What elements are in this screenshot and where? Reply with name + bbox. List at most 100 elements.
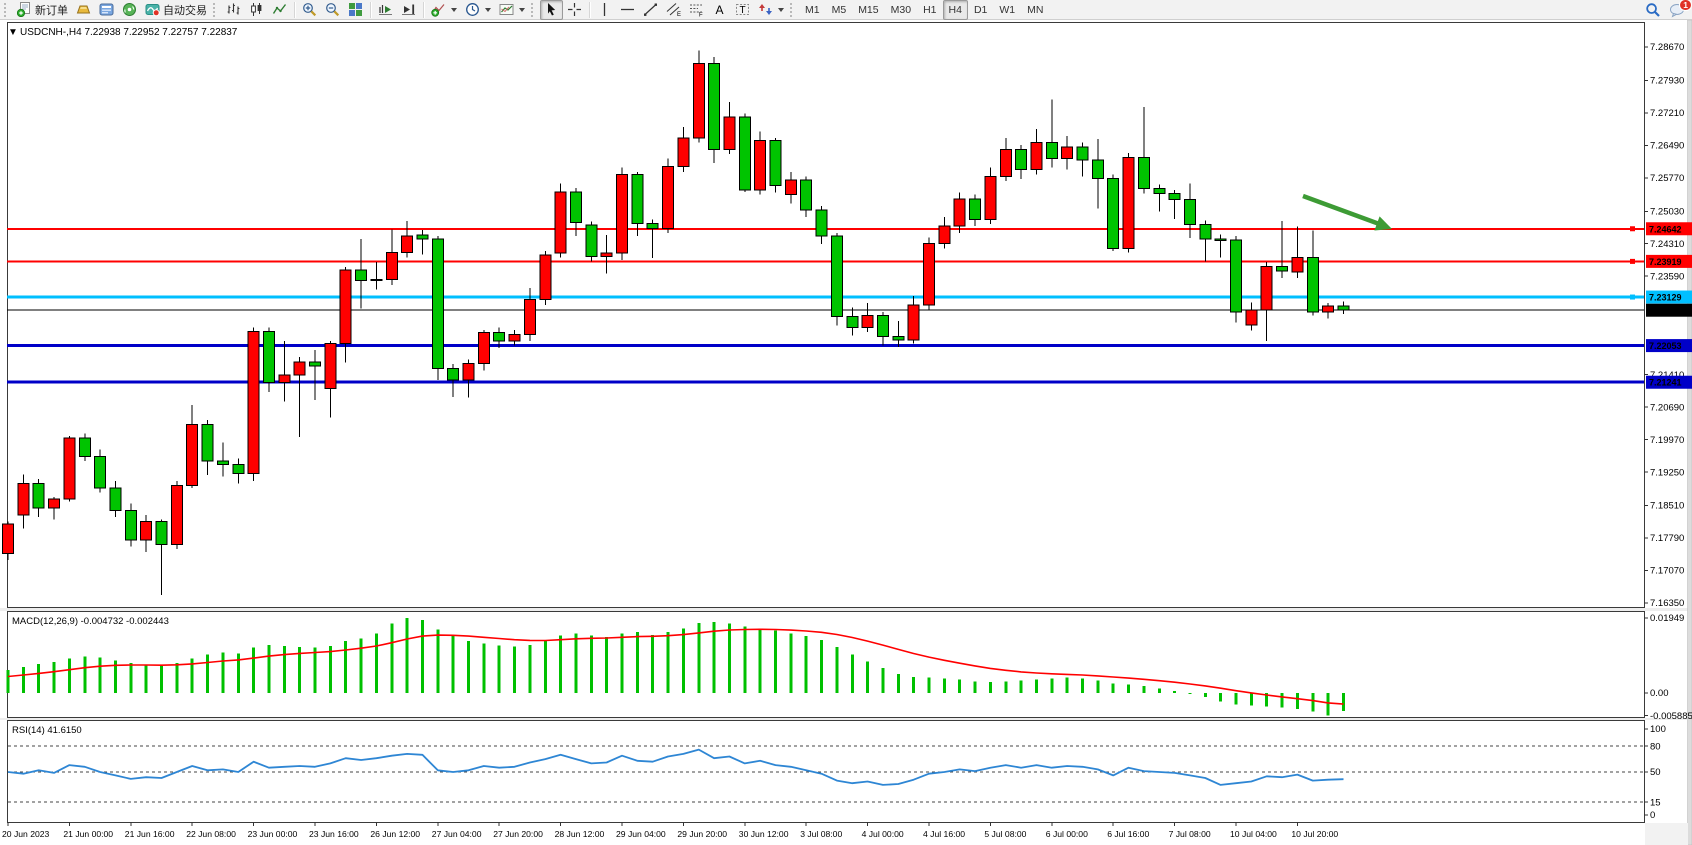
- window-scrollbar[interactable]: [1687, 19, 1692, 845]
- timeframe-w1-button[interactable]: W1: [999, 3, 1016, 16]
- autotrading-button[interactable]: 自动交易: [141, 0, 211, 20]
- candle: [370, 262, 383, 290]
- tile-windows-button[interactable]: [344, 0, 367, 20]
- market-watch-button[interactable]: [72, 0, 95, 20]
- price-tick-label: 7.18510: [1650, 501, 1684, 512]
- channel-tool-button[interactable]: E: [662, 0, 685, 20]
- macd-indicator-label: MACD(12,26,9) -0.004732 -0.002443: [12, 616, 169, 627]
- timeframe-h4-button[interactable]: H4: [942, 0, 968, 20]
- text-icon: A: [712, 2, 727, 17]
- toolbar-grip[interactable]: [531, 2, 536, 17]
- toolbar-grip[interactable]: [790, 2, 795, 17]
- time-axis-label: 4 Jul 00:00: [862, 829, 904, 839]
- data-window-button[interactable]: [95, 0, 118, 20]
- timeframe-mn-button[interactable]: MN: [1027, 3, 1044, 16]
- axis-corner: [1645, 823, 1688, 845]
- hline-anchor[interactable]: [1630, 258, 1635, 264]
- cursor-tool-button[interactable]: [540, 0, 563, 20]
- timeframe-m30-button[interactable]: M30: [890, 3, 912, 16]
- hline-anchor[interactable]: [1630, 226, 1635, 232]
- price-tick-label: 7.27210: [1650, 108, 1684, 119]
- templates-button[interactable]: [495, 0, 529, 20]
- candle: [293, 357, 306, 437]
- candle: [1306, 230, 1319, 316]
- text-tool-button[interactable]: A: [708, 0, 731, 20]
- indicators-icon: [431, 2, 446, 17]
- rsi-axis-label: 100: [1650, 724, 1666, 735]
- candle: [969, 194, 982, 227]
- price-badge-label: 7.24642: [1649, 224, 1682, 234]
- timeframe-m15-button[interactable]: M15: [858, 3, 879, 16]
- time-axis-label: 5 Jul 08:00: [984, 829, 1026, 839]
- indicators-button[interactable]: [427, 0, 461, 20]
- toolbar-grip[interactable]: [4, 2, 9, 17]
- crosshair-icon: [567, 2, 582, 17]
- candle: [631, 171, 644, 237]
- candle: [662, 158, 675, 233]
- chart-shift-button[interactable]: [397, 0, 420, 20]
- time-axis-label: 6 Jul 16:00: [1107, 829, 1149, 839]
- horizontal-line-tool-button[interactable]: [616, 0, 639, 20]
- toolbar-grip[interactable]: [213, 2, 218, 17]
- auto-scroll-button[interactable]: [374, 0, 397, 20]
- candle: [569, 187, 582, 237]
- price-badge: [1646, 222, 1692, 236]
- candle: [186, 404, 199, 488]
- bar-chart-button[interactable]: [222, 0, 245, 20]
- price-tick-label: 7.23590: [1650, 271, 1684, 282]
- templates-dropdown-caret: [519, 7, 525, 12]
- macd-axis-label: 0.00: [1650, 688, 1669, 699]
- price-tick-label: 7.27930: [1650, 76, 1684, 87]
- navigator-button[interactable]: [118, 0, 141, 20]
- label-tool-button[interactable]: T: [731, 0, 754, 20]
- price-badge: [1646, 254, 1692, 268]
- hline-anchor[interactable]: [1630, 294, 1635, 300]
- trendline-tool-button[interactable]: [639, 0, 662, 20]
- chart-title: USDCNH-,H4 7.22938 7.22952 7.22757 7.228…: [20, 27, 238, 38]
- rsi-indicator-label: RSI(14) 41.6150: [12, 725, 82, 736]
- candle: [907, 296, 920, 344]
- zoom-out-button[interactable]: [321, 0, 344, 20]
- pane-splitter[interactable]: [0, 608, 1692, 611]
- price-tick-label: 7.17790: [1650, 533, 1684, 544]
- search-button[interactable]: [1641, 0, 1665, 20]
- time-axis-label: 26 Jun 12:00: [370, 829, 420, 839]
- price-tick-label: 7.21410: [1650, 370, 1684, 381]
- annotation-arrow[interactable]: [1302, 193, 1383, 228]
- zoom-in-button[interactable]: [298, 0, 321, 20]
- candle: [1245, 302, 1258, 331]
- periods-button[interactable]: [461, 0, 495, 20]
- price-tick-label: 7.24310: [1650, 239, 1684, 250]
- symbol-dropdown-icon[interactable]: ▼: [8, 27, 18, 38]
- candle: [846, 307, 859, 336]
- candle: [1091, 139, 1104, 209]
- crosshair-tool-button[interactable]: [563, 0, 586, 20]
- navigator-icon: [122, 2, 137, 17]
- fibonacci-tool-button[interactable]: F: [685, 0, 708, 20]
- new-order-button[interactable]: 新订单: [13, 0, 72, 20]
- arrows-tool-button[interactable]: [754, 0, 788, 20]
- line-chart-button[interactable]: [268, 0, 291, 20]
- pane-splitter[interactable]: [0, 718, 1692, 720]
- candle: [1122, 153, 1135, 253]
- vertical-line-tool-button[interactable]: [593, 0, 616, 20]
- timeframe-d1-button[interactable]: D1: [973, 3, 988, 16]
- macd-pane: [7, 611, 1645, 718]
- timeframe-m5-button[interactable]: M5: [831, 3, 847, 16]
- timeframe-h1-button[interactable]: H1: [923, 3, 937, 16]
- candle: [355, 239, 368, 309]
- chat-button[interactable]: 1: [1665, 0, 1692, 20]
- candle: [708, 56, 721, 163]
- candlestick-chart-button[interactable]: [245, 0, 268, 20]
- autotrading-icon: [145, 2, 160, 17]
- macd-signal-line: [7, 628, 1344, 705]
- candle: [1322, 302, 1335, 319]
- time-axis-label: 10 Jul 20:00: [1291, 829, 1338, 839]
- candle: [800, 176, 813, 218]
- timeframe-m1-button[interactable]: M1: [805, 3, 820, 16]
- candle: [1168, 190, 1181, 219]
- candle: [554, 183, 567, 258]
- candlestick-chart-icon: [249, 2, 264, 17]
